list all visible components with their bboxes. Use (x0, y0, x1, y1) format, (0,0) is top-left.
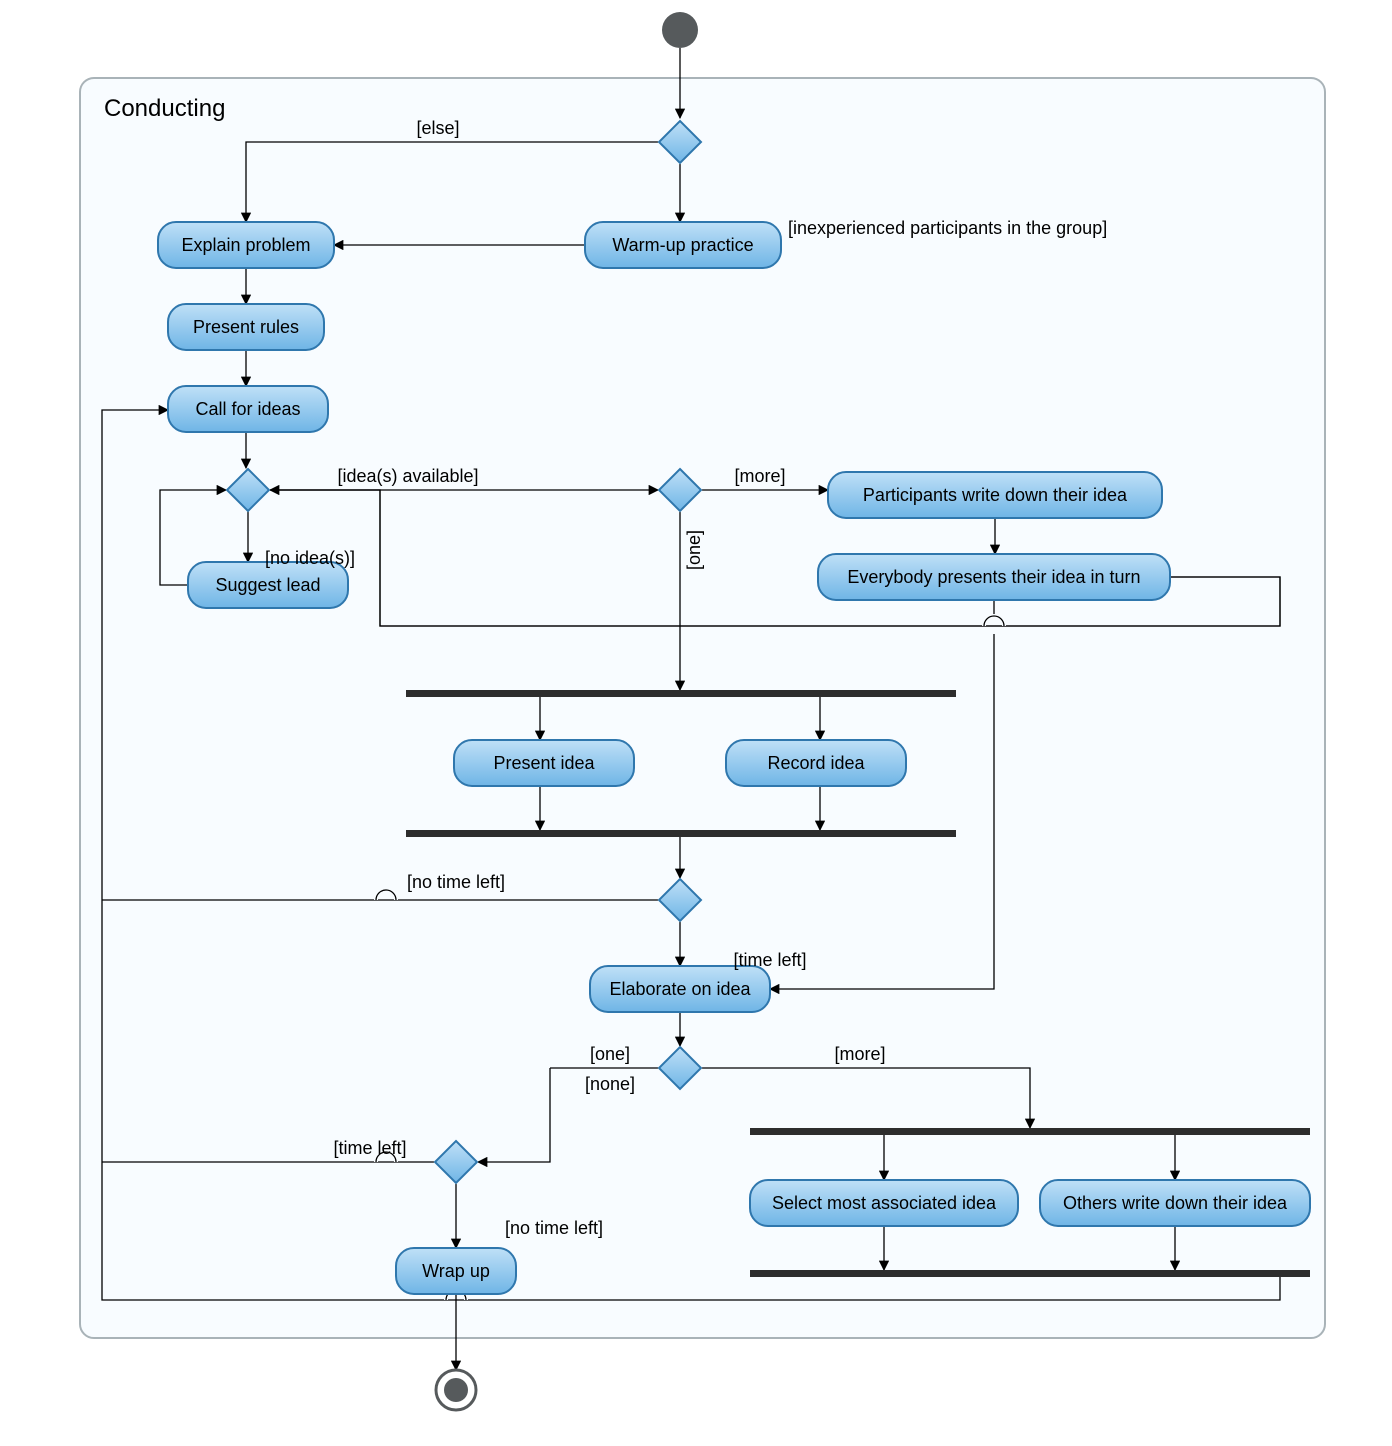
sync-bar (406, 830, 956, 837)
guard-label: [one] (684, 530, 704, 570)
final-node-dot (444, 1378, 468, 1402)
activity-label: Present idea (493, 753, 595, 773)
diagram-canvas: Conducting Explain problem Warm-up practic… (0, 0, 1392, 1446)
activity-label: Participants write down their idea (863, 485, 1128, 505)
guard-label: [inexperienced participants in the group… (788, 218, 1107, 238)
sync-bar (750, 1270, 1310, 1277)
activity-label: Others write down their idea (1063, 1193, 1288, 1213)
activity-label: Explain problem (181, 235, 310, 255)
guard-label: [else] (416, 118, 459, 138)
activity-label: Warm-up practice (612, 235, 753, 255)
guard-label: [time left] (733, 950, 806, 970)
guard-label: [time left] (333, 1138, 406, 1158)
initial-node (662, 12, 698, 48)
activity-label: Select most associated idea (772, 1193, 997, 1213)
guard-label: [one] (590, 1044, 630, 1064)
guard-label: [no time left] (505, 1218, 603, 1238)
sync-bar (750, 1128, 1310, 1135)
guard-label: [no time left] (407, 872, 505, 892)
activity-label: Everybody presents their idea in turn (847, 567, 1140, 587)
activity-label: Present rules (193, 317, 299, 337)
guard-label: [no idea(s)] (265, 548, 355, 568)
guard-label: [none] (585, 1074, 635, 1094)
activity-label: Elaborate on idea (609, 979, 751, 999)
activity-label: Suggest lead (215, 575, 320, 595)
sync-bar (406, 690, 956, 697)
activity-label: Call for ideas (195, 399, 300, 419)
activity-label: Record idea (767, 753, 865, 773)
activity-label: Wrap up (422, 1261, 490, 1281)
guard-label: [idea(s) available] (337, 466, 478, 486)
guard-label: [more] (834, 1044, 885, 1064)
frame-title: Conducting (104, 95, 225, 122)
guard-label: [more] (734, 466, 785, 486)
